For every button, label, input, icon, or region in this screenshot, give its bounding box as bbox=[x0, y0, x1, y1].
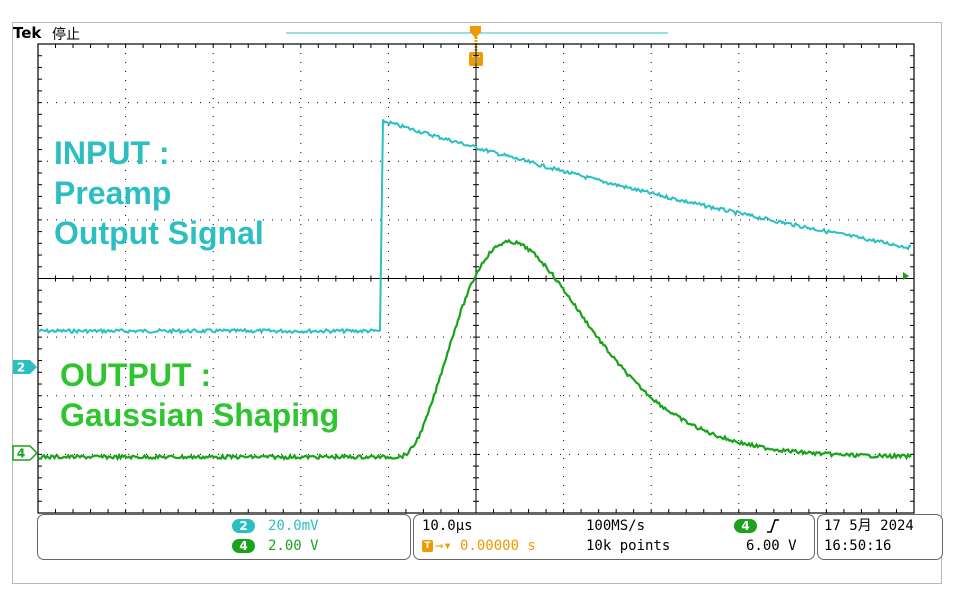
svg-text:2: 2 bbox=[17, 361, 25, 375]
trigger-position-icon: T bbox=[422, 540, 433, 552]
output-annotation: OUTPUT : Gaussian Shaping bbox=[60, 355, 339, 435]
channel-4-trace bbox=[37, 238, 912, 462]
channel-2-trace bbox=[37, 118, 912, 335]
rising-edge-icon bbox=[767, 519, 779, 533]
acquisition-state: 停止 bbox=[52, 27, 80, 43]
horizontal-box[interactable]: 10.0µs T →▾ 0.00000 s 100MS/s 10k points… bbox=[413, 514, 815, 560]
svg-text:4: 4 bbox=[17, 447, 25, 461]
input-annotation-line-2: Preamp bbox=[54, 175, 172, 211]
display-frame bbox=[12, 22, 942, 584]
input-annotation-line-1: INPUT : bbox=[54, 135, 170, 171]
channel-4-scale: 2.00 V bbox=[268, 538, 319, 554]
date-value: 17 5月 2024 bbox=[824, 518, 914, 534]
vertical-scale-box[interactable]: 2 20.0mV 4 2.00 V bbox=[37, 514, 411, 560]
time-value: 16:50:16 bbox=[824, 538, 892, 554]
channel-2-scale: 20.0mV bbox=[268, 518, 319, 534]
input-annotation-line-3: Output Signal bbox=[54, 215, 264, 251]
record-length: 10k points bbox=[586, 538, 671, 554]
channel-2-badge: 2 bbox=[232, 519, 255, 533]
horizontal-position: 0.00000 s bbox=[460, 538, 536, 554]
trigger-level-marker[interactable] bbox=[903, 272, 909, 280]
output-annotation-line-1: OUTPUT : bbox=[60, 357, 212, 393]
horizontal-position-arrow: →▾ bbox=[435, 538, 452, 554]
output-annotation-line-2: Gaussian Shaping bbox=[60, 397, 340, 433]
sample-rate: 100MS/s bbox=[586, 518, 646, 534]
input-annotation: INPUT : Preamp Output Signal bbox=[54, 133, 264, 253]
channel-4-marker[interactable]: 4 bbox=[12, 445, 39, 461]
trigger-source-badge: 4 bbox=[734, 519, 757, 533]
status-bar: 2 20.0mV 4 2.00 V 10.0µs T →▾ 0.00000 s … bbox=[37, 514, 944, 562]
datetime-box: 17 5月 2024 16:50:16 bbox=[817, 514, 943, 560]
timebase-value: 10.0µs bbox=[422, 518, 473, 534]
brand-label: Tek bbox=[13, 24, 42, 42]
graticule-grid bbox=[37, 43, 915, 513]
channel-2-marker[interactable]: 2 bbox=[13, 360, 37, 375]
trigger-level: 6.00 V bbox=[746, 538, 797, 554]
channel-4-badge: 4 bbox=[232, 539, 255, 553]
